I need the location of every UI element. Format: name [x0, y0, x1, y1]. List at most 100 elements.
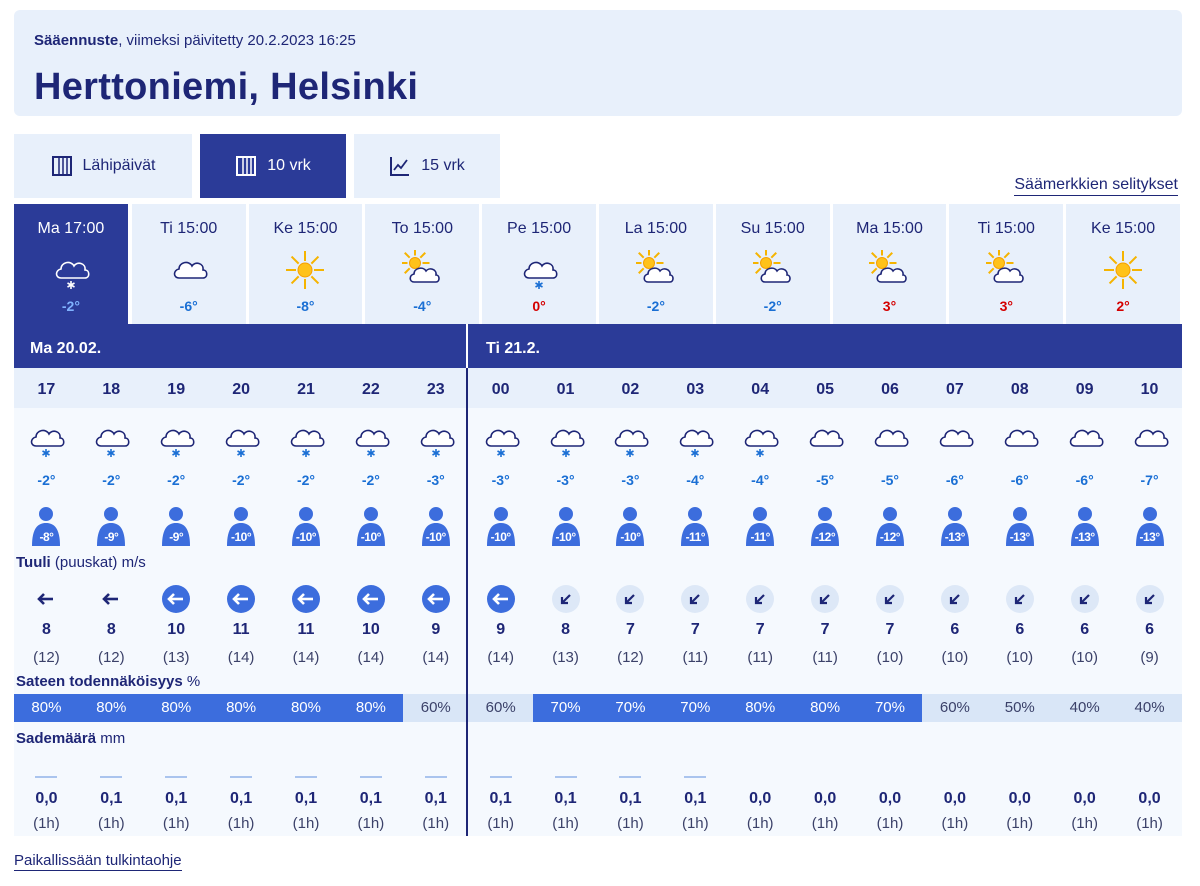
day-card[interactable]: Ke 15:00 2°	[1066, 204, 1180, 324]
symbol-legend-link[interactable]: Säämerkkien selitykset	[1014, 176, 1178, 196]
arrow-down-left-icon	[1005, 585, 1034, 613]
wind-speed-value: 7	[885, 621, 895, 638]
hour-label: 22	[361, 381, 380, 398]
sun-cloud-icon	[986, 250, 1025, 283]
day-label: Ke 15:00	[273, 220, 338, 237]
wind-speed-value: 6	[1015, 621, 1025, 638]
precip-probability-cell: 70%	[662, 694, 728, 722]
feels-like-person-icon	[681, 507, 710, 546]
day-card[interactable]: Ti 15:00 3°	[949, 204, 1064, 324]
day-label: Pe 15:00	[507, 220, 572, 237]
day-temperature: -2°	[763, 298, 782, 314]
day-card[interactable]: Ke 15:00 -8°	[248, 204, 363, 324]
tab-10-vrk[interactable]: 10 vrk	[200, 134, 346, 198]
feels-like-person-icon	[616, 507, 645, 546]
arrow-left-icon	[162, 585, 191, 613]
wind-gust-value: (10)	[876, 649, 904, 666]
precip-period-label: (1h)	[552, 815, 579, 832]
precip-probability-cell: 80%	[78, 694, 144, 722]
feels-like-value: -13°	[1009, 530, 1031, 544]
temperature-value: -4°	[751, 472, 770, 488]
day-label: Ti 15:00	[160, 220, 218, 237]
day-label: Ma 15:00	[856, 220, 923, 237]
day-card[interactable]: La 15:00 -2°	[599, 204, 713, 324]
precip-amount-value: 0,0	[1138, 790, 1161, 807]
day-card[interactable]: Ti 15:00 -6°	[131, 204, 246, 324]
feels-like-person-icon	[875, 507, 904, 546]
sun-icon	[286, 251, 325, 289]
day-card[interactable]: To 15:00 -4°	[365, 204, 480, 324]
cloud-snow-icon	[290, 429, 325, 457]
wind-speed-value: 11	[297, 621, 315, 638]
sun-cloud-icon	[869, 250, 908, 283]
precip-period-label: (1h)	[1136, 815, 1163, 832]
arrow-down-left-icon	[875, 585, 904, 613]
arrow-down-left-icon	[551, 585, 580, 613]
precip-bar	[489, 776, 512, 778]
cloud-snow-icon	[680, 429, 714, 457]
precip-amount-value: 0,1	[684, 790, 707, 807]
precip-amount-value: 0,1	[619, 790, 642, 807]
cloud-snow-icon	[420, 429, 455, 457]
cloud-snow-icon	[160, 429, 195, 457]
precip-amount-value: 0,1	[165, 790, 188, 807]
hour-label: 01	[556, 381, 575, 398]
arrow-down-left-icon	[681, 585, 710, 613]
cloud-snow-icon	[55, 261, 90, 289]
feels-like-value: -10°	[231, 530, 252, 544]
day-card[interactable]: Su 15:00 -2°	[715, 204, 830, 324]
day-temperature: 3°	[882, 298, 897, 314]
feels-like-person-icon	[32, 507, 61, 546]
feels-like-value: -10°	[490, 530, 512, 544]
temperature-value: -2°	[296, 472, 315, 488]
wind-gust-value: (13)	[552, 649, 579, 666]
cloud-snow-icon	[485, 429, 520, 457]
temperature-value: -6°	[1075, 472, 1094, 488]
sun-cloud-icon	[402, 250, 441, 283]
hour-label: 04	[751, 381, 770, 398]
precip-bar	[359, 776, 382, 778]
tab-15-vrk[interactable]: 15 vrk	[354, 134, 500, 198]
wind-speed-value: 10	[167, 621, 186, 638]
hour-column: 10 -7° -13° 6 (9) 40% 0,0 (1h)	[1117, 368, 1182, 836]
hour-label: 06	[881, 381, 899, 398]
hour-column: 04 -4° -11° 7 (11) 80% 0,0 (1h)	[727, 368, 793, 836]
hour-column: 17 -2° -8° 8 (12) 80% 0,0 (1h)	[14, 368, 79, 836]
sun-cloud-icon	[635, 250, 674, 283]
precip-probability-cell: 60%	[922, 694, 988, 722]
forecast-updated-label: Sääennuste, viimeksi päivitetty 20.2.202…	[34, 32, 356, 49]
feels-like-value: -13°	[1139, 530, 1160, 544]
precip-probability-cell: 50%	[987, 694, 1053, 722]
precip-probability-cell: 40%	[1052, 694, 1118, 722]
arrow-left-icon	[227, 585, 256, 613]
hour-column: 03 -4° -11° 7 (11) 70% 0,1 (1h)	[662, 368, 728, 836]
interpretation-guide-link[interactable]: Paikallissään tulkintaohje	[14, 852, 182, 871]
tab-lahipaivat[interactable]: Lähipäivät	[14, 134, 192, 198]
hour-column: 23 -3° -10° 9 (14) 60% 0,1 (1h)	[403, 368, 469, 836]
precip-amount-value: 0,0	[1008, 790, 1031, 807]
day-card[interactable]: Ma 15:00 3°	[832, 204, 947, 324]
precip-probability-cell: 80%	[273, 694, 339, 722]
arrow-left-icon	[421, 585, 450, 613]
hour-column: 19 -2° -9° 10 (13) 80% 0,1 (1h)	[143, 368, 209, 836]
precip-period-label: (1h)	[357, 815, 385, 832]
cloud-icon	[939, 429, 974, 447]
feels-like-value: -10°	[555, 530, 576, 544]
day-temperature: -8°	[296, 298, 315, 314]
day-temperature: 2°	[1116, 298, 1130, 314]
wind-speed-value: 8	[41, 621, 51, 638]
wind-gust-value: (10)	[941, 649, 969, 666]
precip-period-label: (1h)	[487, 815, 514, 832]
feels-like-value: -10°	[425, 530, 447, 544]
feels-like-person-icon	[1005, 507, 1034, 546]
cloud-snow-icon	[96, 429, 130, 457]
day-strip: Ma 17:00 -2° Ti 15:00 -6° Ke 15:00 -8° To 15:0…	[14, 204, 1182, 328]
day-card[interactable]: Pe 15:00 0°	[482, 204, 596, 324]
hour-column: 18 -2° -9° 8 (12) 80% 0,1 (1h)	[78, 368, 144, 836]
precip-probability-cell: 80%	[338, 694, 404, 722]
wind-gust-value: (14)	[227, 649, 255, 666]
arrow-down-left-icon	[746, 585, 775, 613]
wind-speed-value: 9	[431, 621, 441, 638]
day-card[interactable]: Ma 17:00 -2°	[14, 204, 128, 328]
precip-period-label: (1h)	[876, 815, 904, 832]
